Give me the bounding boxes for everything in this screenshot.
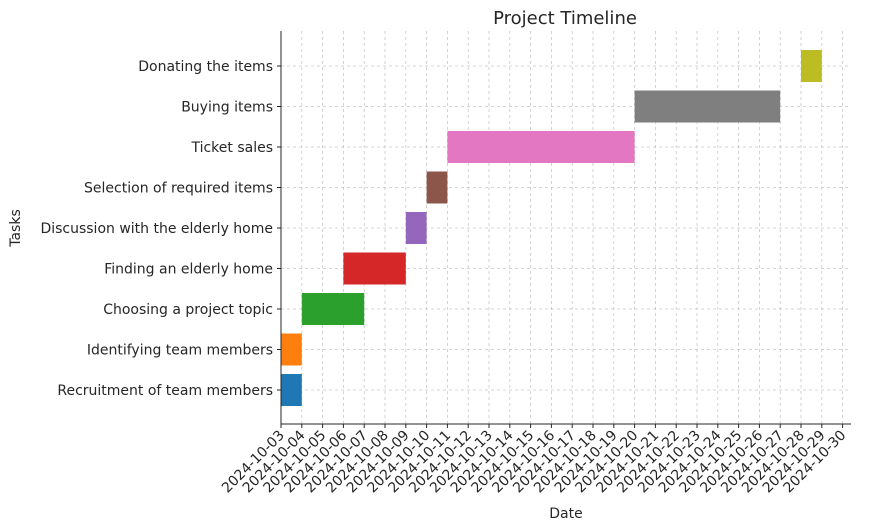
task-bar [301,293,365,325]
task-bar [281,333,302,366]
y-tick-label: Choosing a project topic [103,302,273,318]
y-tick-labels: Recruitment of team members Identifying t… [40,59,273,399]
bars [281,50,822,406]
task-bar [426,171,448,204]
task-bar [281,374,302,406]
task-bar [447,131,635,163]
y-tick-label: Buying items [181,100,273,116]
y-tick-label: Finding an elderly home [104,262,273,278]
task-bar [801,50,822,82]
y-tick-label: Donating the items [138,59,273,75]
y-tick-label: Selection of required items [84,181,273,197]
task-bar [405,212,427,244]
x-axis-label: Date [549,506,582,522]
y-tick-label: Discussion with the elderly home [40,221,273,237]
y-axis-label: Tasks [8,209,24,248]
axes [280,31,851,425]
x-tick-labels: 2024-10-032024-10-042024-10-052024-10-06… [219,427,849,496]
y-tick-label: Recruitment of team members [57,383,273,399]
y-tick-label: Ticket sales [190,140,273,156]
task-bar [343,252,406,285]
task-bar [634,90,781,123]
y-tick-label: Identifying team members [87,343,273,359]
chart-title: Project Timeline [493,8,637,29]
